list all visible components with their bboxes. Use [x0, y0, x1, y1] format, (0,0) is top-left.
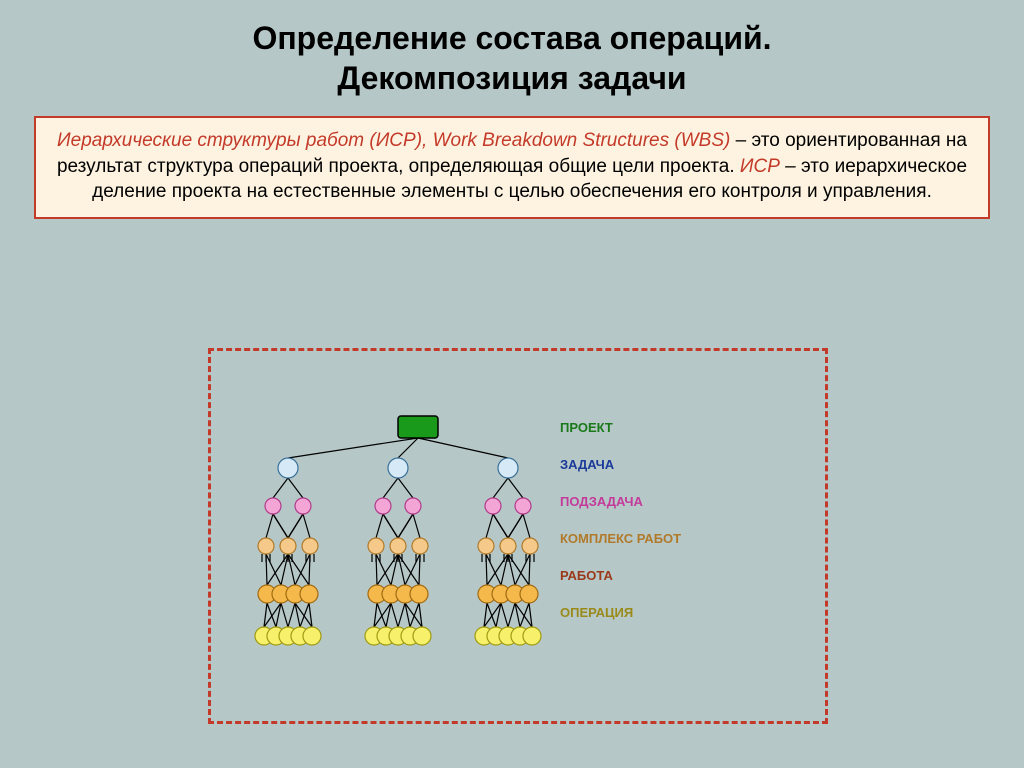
title-line2: Декомпозиция задачи: [337, 60, 686, 96]
wbs-tree-diagram: [228, 398, 568, 718]
legend-item: ПРОЕКТ: [560, 420, 681, 435]
definition-text-segment: Иерархические структуры работ (ИСР), Wor…: [57, 130, 730, 151]
definition-text-segment: ИСР: [735, 156, 780, 177]
page-title: Определение состава операций. Декомпозиц…: [0, 0, 1024, 98]
legend-item: ОПЕРАЦИЯ: [560, 605, 681, 620]
title-line1: Определение состава операций.: [252, 20, 771, 56]
legend-item: ЗАДАЧА: [560, 457, 681, 472]
definition-box: Иерархические структуры работ (ИСР), Wor…: [34, 116, 990, 219]
legend-item: ПОДЗАДАЧА: [560, 494, 681, 509]
legend-item: КОМПЛЕКС РАБОТ: [560, 531, 681, 546]
legend-item: РАБОТА: [560, 568, 681, 583]
legend: ПРОЕКТ ЗАДАЧА ПОДЗАДАЧА КОМПЛЕКС РАБОТ РАБОТ…: [560, 420, 681, 620]
